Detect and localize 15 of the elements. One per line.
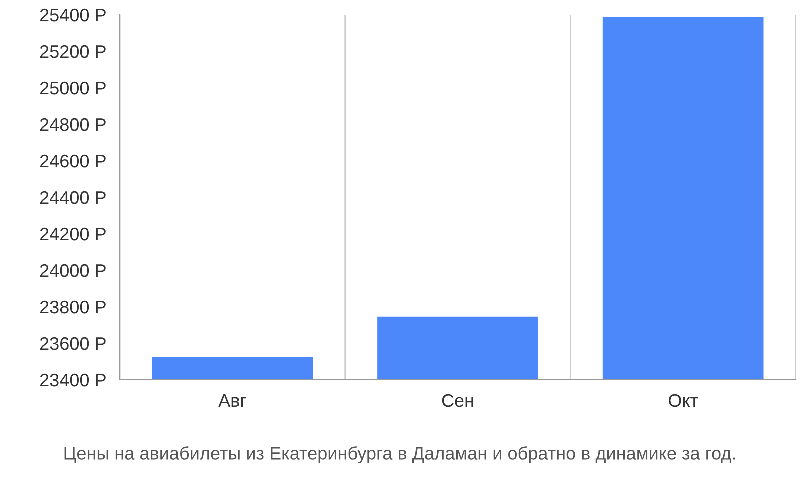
y-tick-label: 25400 Р [40,8,106,22]
y-tick-label: 24400 Р [40,191,106,204]
y-tick-label: 23600 Р [40,337,106,350]
text: Цены на авиабилеты из Екатеринбурга в Даламан и обратно в динамике за год. [64,446,736,464]
y-tick-label: 23800 Р [40,300,106,314]
y-tick-label: 24200 Р [40,228,106,241]
y-tick-label: 24600 Р [40,154,106,168]
x-tick-label: Авг [218,394,246,407]
x-tick-label: Окт [668,394,698,408]
y-tick-label: 24000 Р [40,264,106,278]
y-tick-label: 25200 Р [40,45,106,58]
x-tick-label: Сен [442,394,474,408]
y-tick-label: 25000 Р [40,82,106,95]
y-tick-label: 23400 Р [40,374,106,387]
y-tick-label: 24800 Р [40,118,106,132]
